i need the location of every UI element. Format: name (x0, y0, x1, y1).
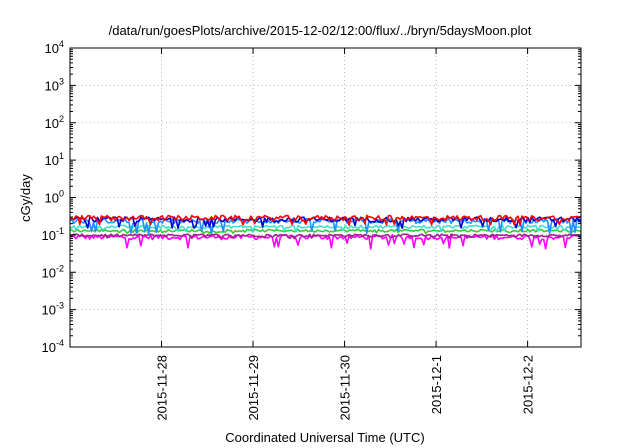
x-tick-label: 2015-11-29 (246, 355, 261, 421)
y-tick-label: 101 (45, 151, 64, 168)
grid (70, 48, 581, 347)
y-axis-label: cGy/day (18, 174, 33, 222)
y-tick-label: 102 (45, 114, 64, 131)
x-tick-label: 2015-11-30 (338, 355, 353, 421)
series-line (69, 234, 582, 250)
series-layer (69, 214, 582, 250)
chart-title: /data/run/goesPlots/archive/2015-12-02/1… (109, 23, 532, 38)
y-tick-label: 104 (45, 39, 64, 56)
y-tick-label: 10-2 (42, 263, 64, 280)
axis-ticks: 10-4 10-3 10-2 10-1 100 101 102 103 104 2015-11-2… (42, 39, 581, 421)
y-tick-label: 103 (45, 76, 64, 93)
x-tick-label: 2015-12-2 (521, 355, 536, 414)
y-tick-label: 10-4 (42, 338, 64, 355)
series-line (69, 233, 582, 240)
x-tick-label: 2015-11-28 (155, 355, 170, 421)
x-axis-label: Coordinated Universal Time (UTC) (225, 430, 424, 445)
series-line (69, 216, 582, 229)
series-line (69, 214, 582, 226)
x-tick-label: 2015-12-1 (429, 355, 444, 414)
y-tick-label: 100 (45, 189, 64, 206)
y-tick-label: 10-1 (42, 226, 64, 243)
y-tick-label: 10-3 (42, 301, 64, 318)
